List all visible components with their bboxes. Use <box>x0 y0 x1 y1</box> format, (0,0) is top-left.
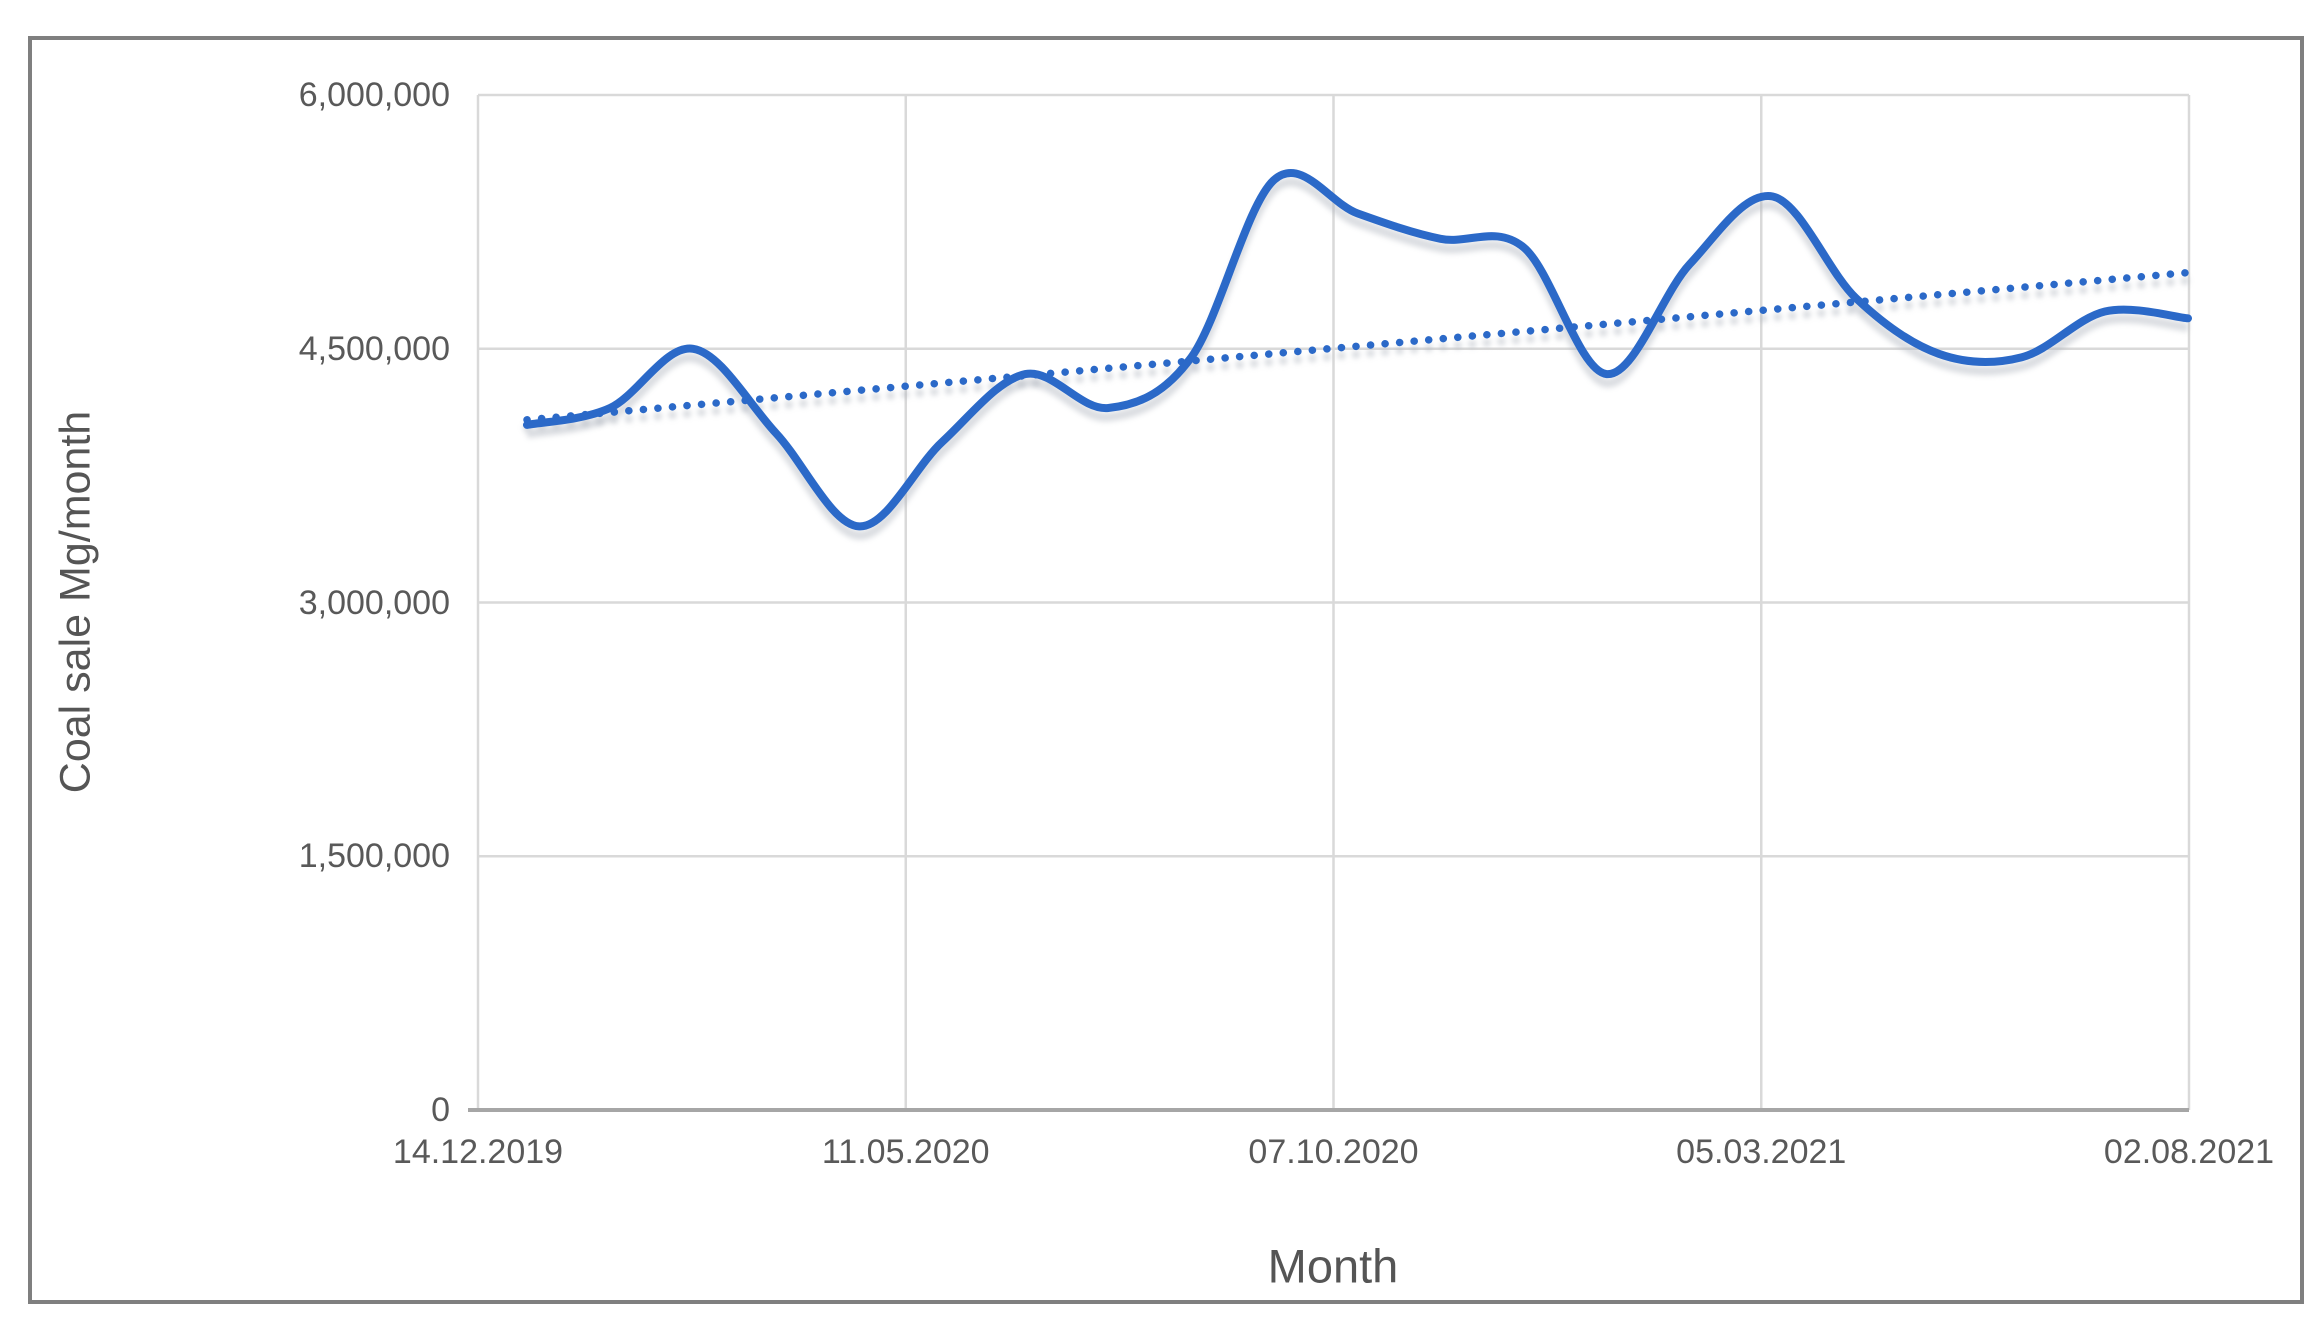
x-axis-title: Month <box>1267 1239 1399 1293</box>
series-layer <box>523 169 2192 540</box>
y-tick-label: 6,000,000 <box>298 76 450 114</box>
chart-frame <box>28 36 2304 1304</box>
y-axis-title: Coal sale Mg/month <box>51 410 100 794</box>
y-tick-label: 4,500,000 <box>298 329 450 368</box>
trendline-shadow <box>523 276 2192 432</box>
x-tick-label: 05.03.2021 <box>1676 1133 1847 1171</box>
y-tick-label: 3,000,000 <box>298 583 450 622</box>
gridlines <box>468 93 2191 1112</box>
coal-sale-line-shadow <box>526 177 2189 540</box>
y-tick-label: 0 <box>431 1091 450 1129</box>
x-tick-label: 02.08.2021 <box>2103 1133 2275 1171</box>
coal-sale-line <box>523 169 2192 531</box>
trendline <box>523 268 2192 424</box>
x-tick-label: 07.10.2020 <box>1248 1133 1419 1171</box>
x-tick-label: 11.05.2020 <box>821 1133 990 1171</box>
y-tick-label: 1,500,000 <box>298 837 450 876</box>
x-tick-label: 14.12.2019 <box>392 1133 564 1171</box>
